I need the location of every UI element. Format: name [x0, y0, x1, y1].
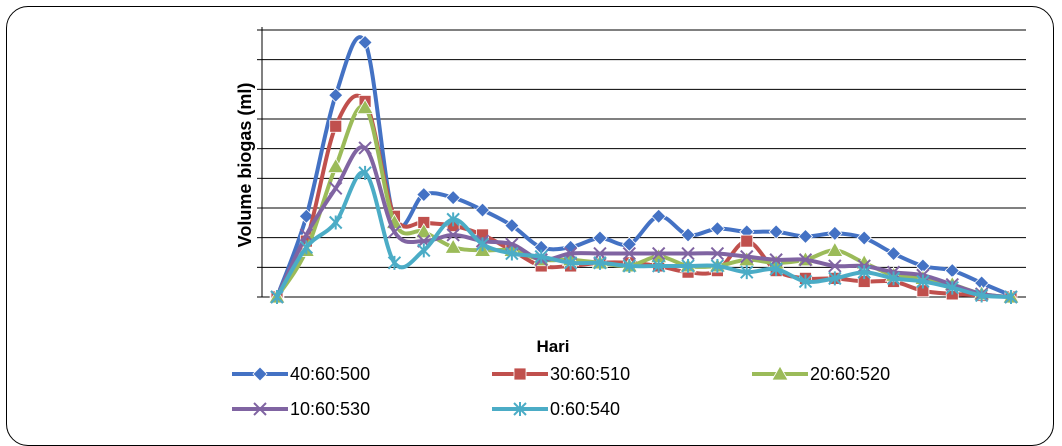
data-point: [563, 255, 578, 270]
data-point: [445, 190, 461, 206]
data-point: [534, 249, 548, 264]
data-point: [329, 215, 343, 230]
data-point: [885, 245, 902, 262]
data-point: [651, 208, 667, 224]
data-point: [505, 246, 519, 261]
legend-item: 10:60:530: [232, 399, 370, 419]
data-point: [356, 98, 374, 115]
legend: 40:60:500 30:60:510 20:60:520 10:60:530 0:60…: [232, 364, 890, 419]
legend-label: 40:60:500: [290, 364, 370, 384]
legend-marker: [253, 402, 267, 416]
data-point: [387, 225, 402, 239]
data-point: [740, 234, 754, 248]
data-point: [826, 241, 844, 257]
legend-marker: [771, 365, 789, 381]
data-point: [446, 212, 460, 227]
data-point: [446, 228, 460, 242]
data-point: [387, 255, 402, 270]
legend-item: 30:60:510: [492, 364, 630, 384]
data-point: [298, 208, 314, 224]
data-point: [299, 240, 314, 255]
data-point: [475, 237, 490, 252]
data-point: [651, 246, 666, 261]
data-point: [769, 262, 783, 277]
data-point: [857, 265, 871, 280]
legend-item: 40:60:500: [232, 364, 370, 384]
series-layer: [268, 34, 1020, 305]
data-point: [710, 258, 725, 273]
data-point: [415, 222, 433, 239]
data-point: [828, 259, 842, 273]
data-point: [681, 258, 695, 273]
series-line: [275, 104, 1012, 299]
data-point: [740, 265, 754, 280]
data-point: [504, 218, 520, 234]
data-point: [740, 249, 754, 264]
data-point: [593, 255, 607, 270]
legend-label: 30:60:510: [550, 364, 630, 384]
series-line: [275, 35, 1012, 298]
data-point: [327, 157, 345, 174]
data-point: [416, 186, 432, 203]
data-point: [974, 288, 989, 303]
data-point: [299, 228, 314, 242]
legend-marker: [513, 367, 527, 381]
series-4: [270, 165, 1018, 304]
data-point: [709, 221, 725, 237]
data-point: [622, 246, 637, 261]
legend-item: 0:60:540: [492, 399, 620, 419]
legend-item: 20:60:520: [752, 364, 890, 384]
data-point: [329, 119, 343, 133]
legend-marker: [513, 402, 527, 416]
data-point: [329, 181, 343, 196]
series-line: [275, 144, 1012, 299]
legend-label: 20:60:520: [810, 364, 890, 384]
legend-label: 0:60:540: [550, 399, 620, 419]
data-point: [328, 87, 344, 103]
data-point: [417, 243, 431, 258]
data-point: [680, 227, 696, 243]
data-point: [474, 202, 491, 218]
data-point: [827, 225, 843, 241]
data-point: [621, 236, 637, 252]
legend-marker: [252, 366, 268, 382]
data-point: [945, 280, 959, 295]
data-point: [651, 258, 666, 273]
data-point: [828, 271, 842, 286]
x-axis-label: Hari: [536, 337, 569, 356]
data-point: [797, 228, 814, 245]
data-point: [1004, 290, 1018, 304]
data-point: [710, 246, 725, 261]
data-point: [592, 230, 608, 246]
data-point: [444, 238, 462, 254]
data-point: [944, 263, 960, 279]
line-chart: Volume biogas (ml) Hari 40:60:500 30:60:5…: [232, 27, 1026, 419]
data-point: [856, 230, 872, 246]
data-point: [358, 141, 372, 155]
data-point: [681, 246, 695, 261]
data-point: [886, 271, 901, 286]
data-point: [357, 34, 373, 50]
data-point: [270, 290, 284, 304]
legend-label: 10:60:530: [290, 399, 370, 419]
data-point: [798, 253, 813, 267]
data-point: [798, 274, 813, 289]
data-point: [916, 274, 930, 289]
data-point: [622, 258, 637, 273]
y-axis-label: Volume biogas (ml): [235, 83, 255, 248]
data-point: [358, 165, 372, 180]
data-point: [768, 224, 784, 240]
